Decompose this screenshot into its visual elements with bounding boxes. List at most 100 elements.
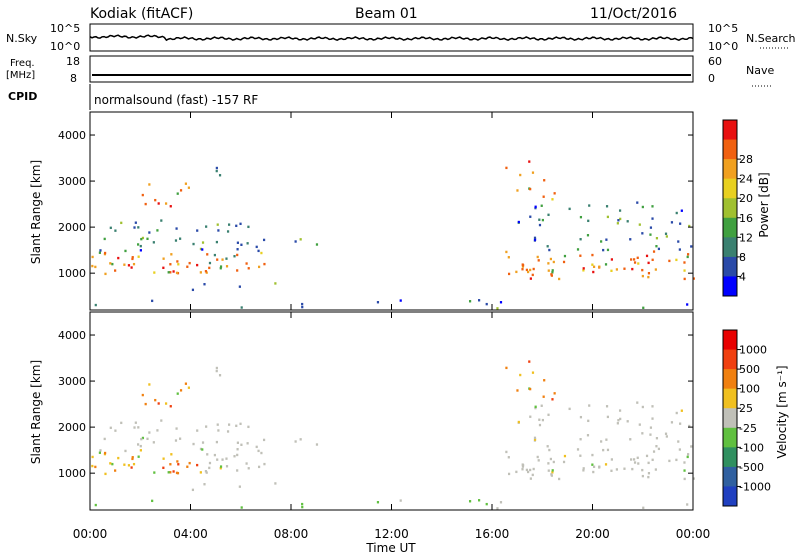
data-cell <box>169 463 172 466</box>
data-cell <box>104 451 107 455</box>
data-cell <box>551 469 554 472</box>
data-cell <box>641 432 644 435</box>
data-cell <box>496 307 499 310</box>
data-cell <box>199 247 203 251</box>
colorbar-segment <box>723 349 737 370</box>
data-cell <box>204 470 208 473</box>
data-cell <box>610 458 613 461</box>
colorbar-tick-label: 25 <box>739 402 753 415</box>
data-cell <box>558 277 561 281</box>
data-cell <box>225 265 229 268</box>
data-cell <box>114 429 117 432</box>
data-cell <box>255 245 258 249</box>
data-cell <box>255 445 258 449</box>
data-cell <box>519 373 522 377</box>
data-cell <box>169 405 172 408</box>
data-cell <box>631 467 634 471</box>
data-cell <box>192 242 195 246</box>
data-cell <box>274 282 277 285</box>
data-cell <box>680 209 683 212</box>
power-ylabel: Slant Range [km] <box>29 160 43 264</box>
data-cell <box>236 269 239 272</box>
freq-label-1: Freq. <box>10 58 35 69</box>
data-cell <box>208 261 212 265</box>
data-cell <box>94 503 97 507</box>
data-cell <box>247 267 250 270</box>
data-cell <box>162 457 165 460</box>
data-cell <box>169 205 172 208</box>
data-cell <box>551 269 554 272</box>
data-cell <box>217 229 220 232</box>
data-cell <box>516 389 519 392</box>
data-cell <box>218 374 222 377</box>
data-cell <box>245 262 248 265</box>
data-cell <box>141 436 145 440</box>
data-cell <box>233 455 236 458</box>
data-cell <box>678 248 681 251</box>
data-cell <box>505 450 508 454</box>
colorbar-segment <box>723 276 737 297</box>
data-cell <box>605 438 608 441</box>
data-cell <box>576 448 580 451</box>
data-cell <box>538 418 541 421</box>
station-title: Kodiak (fitACF) <box>90 6 193 22</box>
nsearch-tick-top: 10^5 <box>708 22 738 35</box>
data-cell <box>176 192 179 195</box>
data-cell <box>631 267 634 271</box>
data-cell <box>301 505 304 509</box>
data-cell <box>468 300 472 303</box>
data-cell <box>548 448 551 452</box>
y-tick-label: 3000 <box>58 375 86 388</box>
colorbar-segment <box>723 256 737 277</box>
data-cell <box>636 256 639 260</box>
data-cell <box>638 423 641 426</box>
data-cell <box>240 243 243 246</box>
data-cell <box>591 263 594 266</box>
data-cell <box>216 258 219 261</box>
data-cell <box>219 465 223 468</box>
data-cell <box>192 442 195 446</box>
data-cell <box>605 238 608 241</box>
data-cell <box>654 468 657 471</box>
data-cell <box>217 429 220 432</box>
data-cell <box>534 205 537 208</box>
data-cell <box>633 261 637 264</box>
data-cell <box>127 264 131 267</box>
data-cell <box>246 442 249 445</box>
colorbar-frame <box>722 329 738 507</box>
data-cell <box>582 469 585 472</box>
data-cell <box>619 217 622 221</box>
data-cell <box>587 219 590 223</box>
data-cell <box>103 237 106 241</box>
colorbar-segment <box>723 139 737 160</box>
data-cell <box>538 223 542 227</box>
data-cell <box>315 443 319 446</box>
data-cell <box>540 204 543 207</box>
data-cell <box>188 261 191 265</box>
data-cell <box>137 255 140 258</box>
data-cell <box>549 257 552 261</box>
x-tick-label: 00:00 <box>676 527 711 541</box>
x-tick-label: 16:00 <box>475 527 510 541</box>
data-cell <box>563 454 567 458</box>
data-cell <box>94 465 97 469</box>
data-cell <box>203 483 206 486</box>
x-tick-label: 12:00 <box>374 527 409 541</box>
data-cell <box>542 195 545 198</box>
data-cell <box>156 229 159 232</box>
data-cell <box>517 420 520 424</box>
data-cell <box>247 425 250 429</box>
data-cell <box>109 462 112 465</box>
nsky-tick-top: 10^5 <box>50 22 80 35</box>
data-cell <box>655 244 658 248</box>
x-tick-label: 00:00 <box>73 527 108 541</box>
data-cell <box>235 224 238 228</box>
data-cell <box>186 265 189 268</box>
colorbar-tick-label: 12 <box>739 231 753 244</box>
data-cell <box>225 465 229 468</box>
data-cell <box>547 269 550 272</box>
data-cell <box>141 236 145 240</box>
data-cell <box>91 455 94 459</box>
data-cell <box>616 222 619 225</box>
data-cell <box>683 269 686 272</box>
